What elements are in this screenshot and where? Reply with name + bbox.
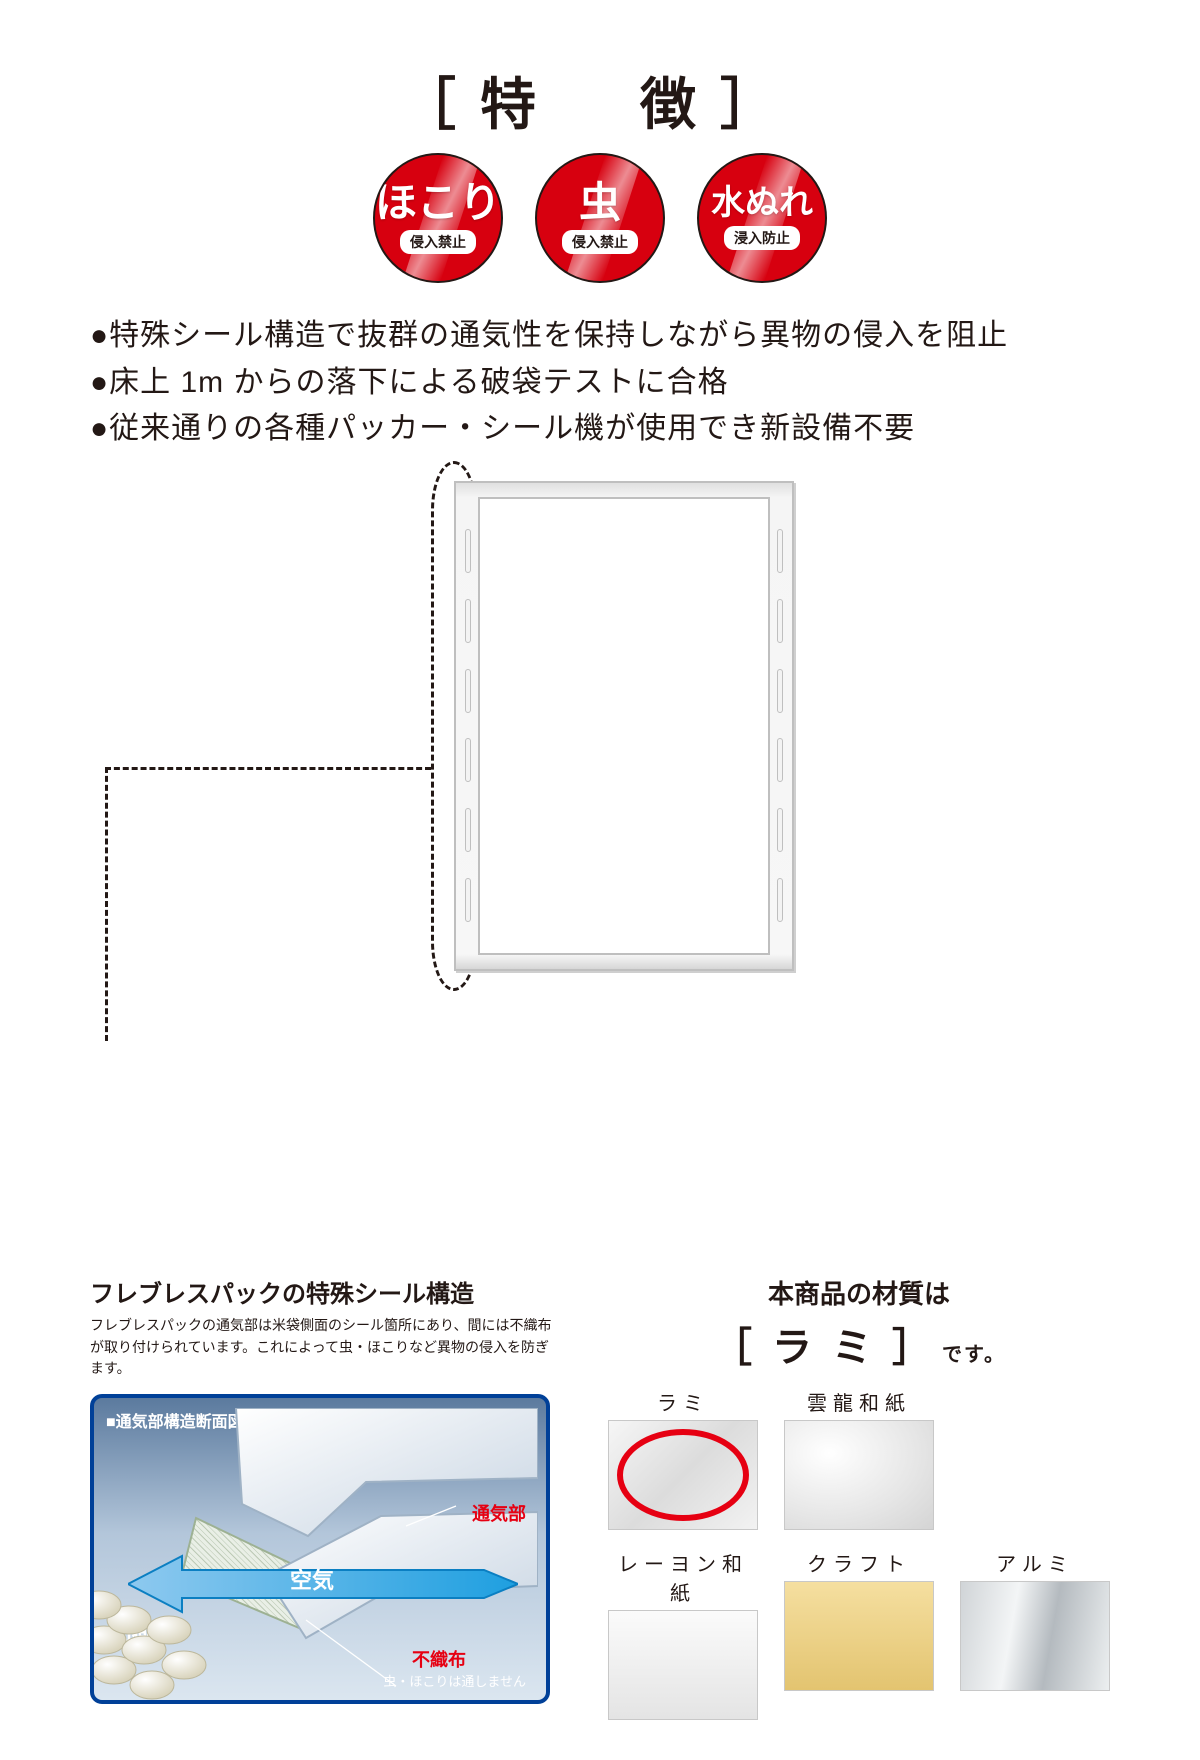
seal-structure-description: フレブレスパックの通気部は米袋側面のシール箇所にあり、間には不織布が取り付けられ…: [90, 1315, 560, 1380]
swatch-cell: クラフト: [784, 1548, 934, 1720]
swatch-label: アルミ: [960, 1548, 1110, 1577]
label-nonwoven-sub: 虫・ほこりは通しません: [383, 1671, 526, 1690]
swatch-cell: アルミ: [960, 1548, 1110, 1720]
bullet-list: 特殊シール構造で抜群の通気性を保持しながら異物の侵入を阻止床上 1m からの落下…: [90, 313, 1110, 453]
label-vent: 通気部: [472, 1500, 526, 1526]
swatch-grid: ラミ雲龍和紙レーヨン和紙クラフトアルミ: [608, 1387, 1110, 1720]
material-highlight: ［ラミ］です。: [608, 1315, 1110, 1373]
swatch: [784, 1581, 934, 1691]
swatch-label: ラミ: [608, 1387, 758, 1416]
swatch: [784, 1420, 934, 1530]
swatch-label: クラフト: [784, 1548, 934, 1577]
bullet-item: 従来通りの各種パッカー・シール機が使用でき新設備不要: [90, 406, 1110, 453]
seal-strip-left: [461, 497, 475, 955]
callout-leader-vertical: [105, 767, 108, 1041]
material-title: 本商品の材質は: [608, 1274, 1110, 1311]
cross-section-diagram: ■通気部構造断面図 外側 内側 空気 通気部 不織布 虫・ほこりは通しません: [90, 1394, 550, 1704]
swatch-cell: 雲龍和紙: [784, 1387, 934, 1530]
badge-sub-text: 浸入防止: [724, 226, 800, 250]
selected-ring-icon: [617, 1429, 749, 1521]
label-nonwoven: 不織布: [412, 1646, 466, 1672]
swatch-cell: レーヨン和紙: [608, 1548, 758, 1720]
seal-structure-panel: フレブレスパックの特殊シール構造 フレブレスパックの通気部は米袋側面のシール箇所…: [90, 1274, 560, 1720]
badge-main-text: 水ぬれ: [711, 186, 813, 220]
bag-diagram: [0, 481, 1200, 1041]
badge-main-text: 虫: [579, 182, 621, 224]
swatch-label: 雲龍和紙: [784, 1387, 934, 1416]
label-air: 空気: [290, 1563, 334, 1595]
badge-sub-text: 侵入禁止: [562, 230, 638, 254]
material-panel: 本商品の材質は ［ラミ］です。 ラミ雲龍和紙レーヨン和紙クラフトアルミ: [608, 1274, 1110, 1720]
swatch-cell: ラミ: [608, 1387, 758, 1530]
swatch: [960, 1581, 1110, 1691]
badge-sub-text: 侵入禁止: [400, 230, 476, 254]
page-title: ［特 徴］: [0, 60, 1200, 141]
seal-strip-right: [773, 497, 787, 955]
lower-section: フレブレスパックの特殊シール構造 フレブレスパックの通気部は米袋側面のシール箇所…: [0, 1274, 1200, 1720]
feature-badge: 水ぬれ浸入防止: [697, 153, 827, 283]
badge-row: ほこり侵入禁止虫侵入禁止水ぬれ浸入防止: [0, 153, 1200, 283]
bullet-item: 特殊シール構造で抜群の通気性を保持しながら異物の侵入を阻止: [90, 313, 1110, 360]
feature-badge: ほこり侵入禁止: [373, 153, 503, 283]
feature-badge: 虫侵入禁止: [535, 153, 665, 283]
bag-inner: [478, 497, 770, 955]
bag: [454, 481, 794, 971]
swatch: [608, 1420, 758, 1530]
bullet-item: 床上 1m からの落下による破袋テストに合格: [90, 360, 1110, 407]
callout-leader-horizontal: [105, 767, 431, 770]
swatch-label: レーヨン和紙: [608, 1548, 758, 1606]
swatch: [608, 1610, 758, 1720]
seal-structure-heading: フレブレスパックの特殊シール構造: [90, 1274, 560, 1309]
badge-main-text: ほこり: [375, 182, 501, 224]
